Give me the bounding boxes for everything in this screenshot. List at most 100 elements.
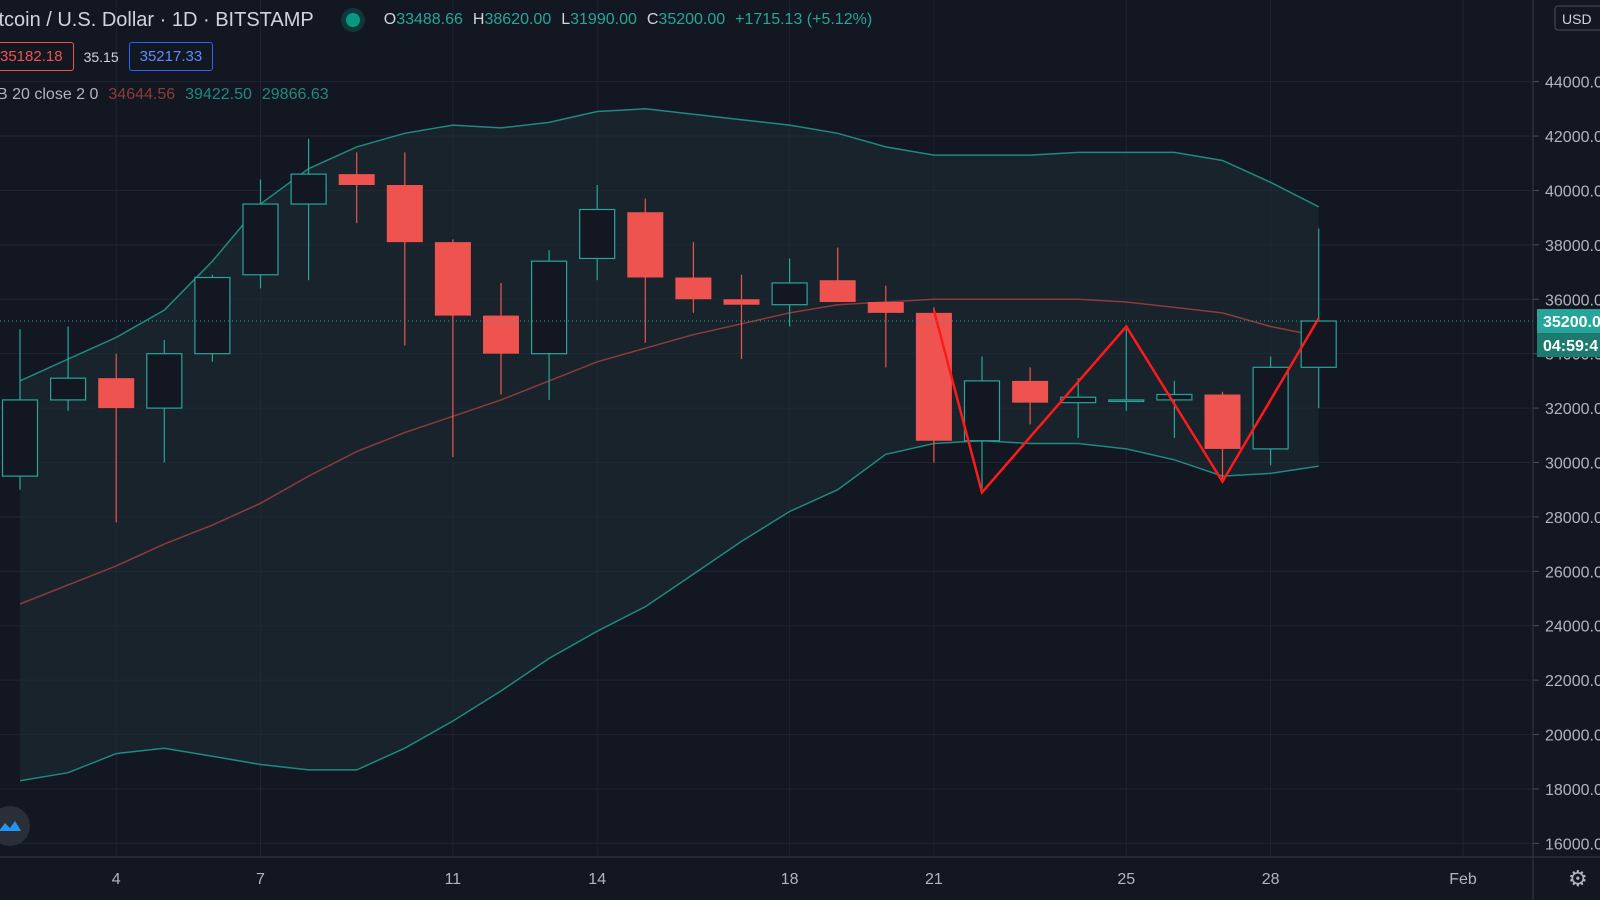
candle-body	[1108, 399, 1145, 403]
y-tick-label: 28000.0	[1545, 510, 1600, 527]
x-tick-label: Feb	[1449, 871, 1477, 888]
x-tick-label: 14	[588, 871, 606, 888]
candle[interactable]	[98, 353, 135, 523]
candle[interactable]	[242, 179, 279, 289]
candle-body	[386, 185, 423, 243]
candle-body	[146, 353, 183, 409]
candles[interactable]	[1, 138, 1337, 523]
candle[interactable]	[434, 239, 471, 458]
ohlc-readout: O33488.66 H38620.00 L31990.00 C35200.00 …	[383, 11, 873, 28]
candle[interactable]	[1012, 367, 1049, 425]
candle[interactable]	[1, 329, 39, 490]
y-tick-label: 36000.0	[1545, 292, 1600, 309]
candle[interactable]	[579, 185, 616, 281]
candle[interactable]	[675, 242, 712, 313]
candle[interactable]	[1060, 378, 1097, 439]
low-value: 31990.00	[570, 11, 637, 28]
bollinger-lower-line[interactable]	[19, 439, 1319, 782]
candle[interactable]	[1204, 391, 1241, 482]
candle[interactable]	[1252, 356, 1289, 466]
candle[interactable]	[1156, 380, 1193, 439]
y-tick-label: 42000.0	[1545, 129, 1600, 146]
symbol-title[interactable]: itcoin / U.S. Dollar · 1D · BITSTAMP	[0, 8, 314, 31]
candle-body	[1060, 396, 1097, 404]
candle-body	[1, 399, 39, 477]
y-tick-label: 44000.0	[1545, 75, 1600, 92]
candle[interactable]	[386, 152, 423, 346]
y-tick-label: 32000.0	[1545, 401, 1600, 418]
candle[interactable]	[49, 326, 87, 411]
candle-body	[867, 301, 904, 313]
candle-body	[579, 208, 616, 260]
candle[interactable]	[483, 282, 519, 395]
live-status-dot-icon	[345, 13, 360, 27]
pattern-line[interactable]	[932, 309, 1320, 496]
indicator-legend[interactable]: B 20 close 2 0 34644.56 39422.50 29866.6…	[0, 86, 329, 104]
spread-value: 35.15	[83, 48, 119, 65]
x-tick-label: 18	[781, 871, 799, 888]
candle[interactable]	[146, 340, 183, 463]
indicator-label: B 20 close 2 0	[0, 86, 99, 103]
x-tick-label: 28	[1262, 871, 1280, 888]
candle[interactable]	[963, 356, 1001, 493]
logo-mark-icon	[0, 821, 21, 831]
bollinger-basis-line[interactable]	[19, 298, 1319, 605]
x-tick-label: 4	[112, 871, 121, 888]
candle[interactable]	[627, 198, 664, 343]
trade-buttons: 35182.18 35.15 35217.33	[0, 42, 214, 71]
last-price-label: 35200.0	[1543, 314, 1600, 331]
chart-header: itcoin / U.S. Dollar · 1D · BITSTAMP O33…	[0, 0, 872, 40]
bollinger-upper-line[interactable]	[19, 108, 1320, 382]
candle-body	[771, 282, 808, 306]
candle[interactable]	[1108, 329, 1145, 411]
candle-body	[915, 312, 952, 441]
candle-body	[1012, 380, 1049, 403]
candle[interactable]	[723, 274, 760, 360]
candle-body	[963, 380, 1001, 442]
indicator-upper-value: 39422.50	[185, 86, 252, 103]
open-value: 33488.66	[396, 11, 463, 28]
candle-body	[49, 377, 87, 401]
last-price-badge: 35200.0 04:59:4	[1537, 309, 1600, 358]
currency-badge-box	[1554, 5, 1600, 31]
gear-icon[interactable]: ⚙	[1568, 866, 1588, 891]
candle[interactable]	[915, 307, 952, 463]
bollinger-fill	[20, 108, 1319, 781]
sell-price-button[interactable]: 35182.18	[0, 42, 74, 71]
close-value: 35200.00	[658, 11, 726, 28]
candle[interactable]	[338, 152, 375, 224]
currency-label: USD	[1562, 11, 1592, 27]
candle[interactable]	[867, 285, 904, 368]
candle[interactable]	[194, 274, 231, 362]
x-tick-label: 25	[1117, 871, 1135, 888]
candle-body	[819, 280, 856, 302]
y-tick-label: 26000.0	[1545, 564, 1600, 581]
last-price-box	[1537, 309, 1600, 334]
y-tick-label: 22000.0	[1545, 673, 1600, 690]
candle-body	[483, 315, 519, 354]
candle-body	[290, 173, 327, 205]
y-tick-label: 38000.0	[1545, 238, 1600, 255]
candle[interactable]	[530, 250, 568, 400]
countdown-box	[1537, 333, 1600, 358]
countdown-label: 04:59:4	[1543, 338, 1598, 355]
candle-body	[1204, 394, 1241, 449]
candle[interactable]	[290, 138, 327, 281]
candle[interactable]	[771, 258, 808, 327]
candle-body	[530, 260, 568, 355]
double-bottom-drawing[interactable]	[932, 309, 1320, 496]
candle-body	[242, 203, 279, 276]
y-tick-label: 24000.0	[1545, 619, 1600, 636]
candle[interactable]	[1300, 228, 1337, 409]
x-tick-label: 21	[925, 871, 943, 888]
candle[interactable]	[819, 247, 856, 302]
buy-price-button[interactable]: 35217.33	[128, 42, 214, 71]
indicator-lower-value: 29866.63	[261, 86, 329, 103]
high-value: 38620.00	[484, 11, 552, 28]
candle-body	[1156, 393, 1193, 401]
y-tick-label: 16000.0	[1545, 836, 1600, 853]
y-tick-label: 18000.0	[1545, 782, 1600, 799]
currency-badge[interactable]: USD	[1554, 5, 1600, 31]
